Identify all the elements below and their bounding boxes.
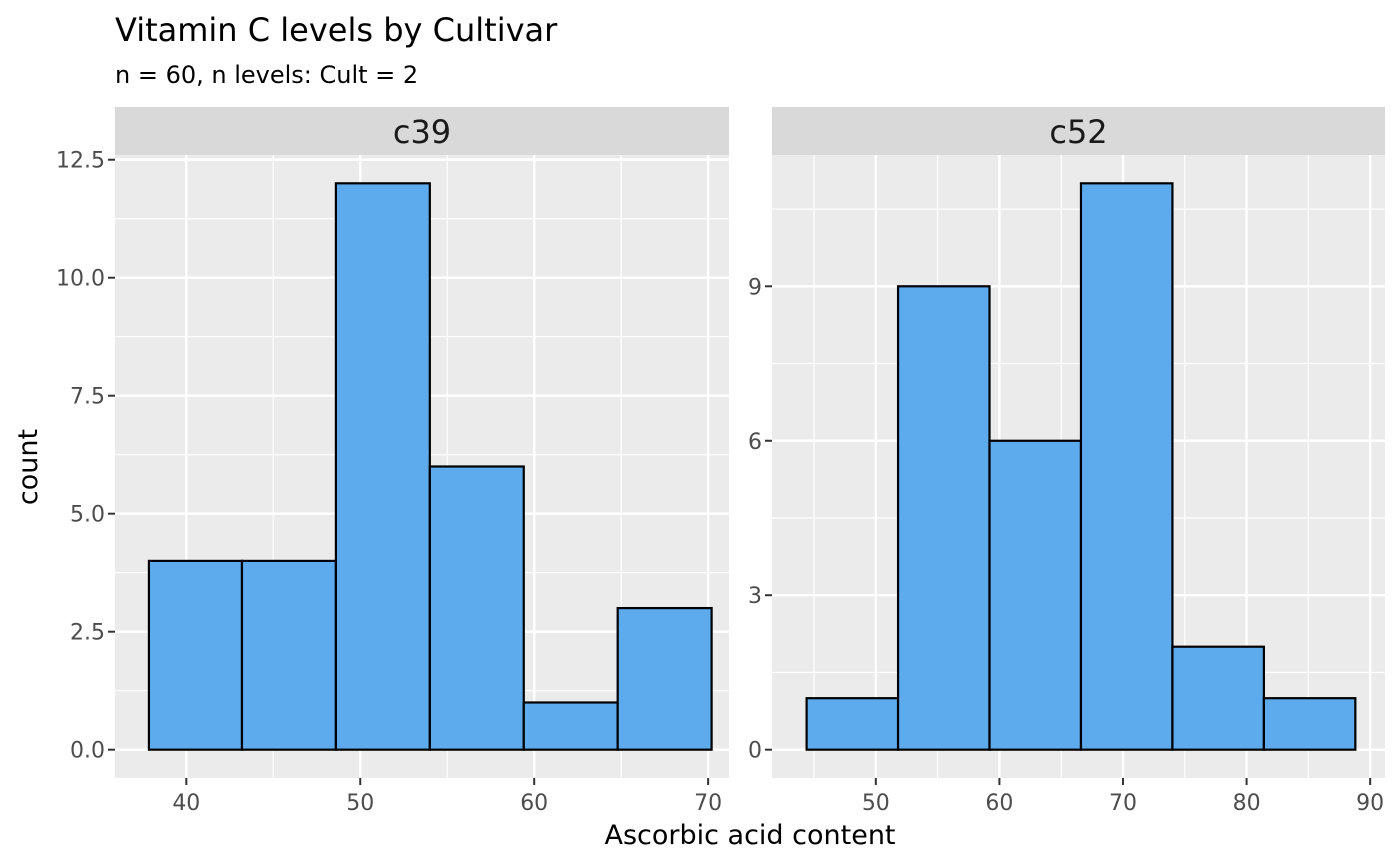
y-tick-label: 12.5: [56, 149, 105, 174]
histogram-bar: [988, 439, 1083, 751]
y-tick-label: 0: [748, 739, 762, 764]
y-tick-label: 9: [748, 275, 762, 300]
chart-subtitle: n = 60, n levels: Cult = 2: [115, 61, 418, 89]
histogram-bar: [240, 559, 338, 751]
y-tick-label: 3: [748, 584, 762, 609]
histogram-bar: [1262, 697, 1357, 751]
x-axis-title: Ascorbic acid content: [604, 820, 895, 851]
x-tick-label: 80: [1233, 791, 1261, 816]
y-tick-label: 2.5: [70, 621, 105, 646]
x-tick-label: 90: [1356, 791, 1384, 816]
x-tick-label: 40: [172, 791, 200, 816]
y-tick-label: 5.0: [70, 503, 105, 528]
histogram-bar: [616, 606, 713, 751]
facet-strip: [115, 107, 729, 155]
histogram-bar: [522, 701, 619, 751]
x-tick-label: 70: [694, 791, 722, 816]
histogram-bar: [1079, 182, 1174, 751]
histogram-bar: [428, 465, 525, 751]
y-axis-title: count: [13, 429, 44, 505]
facet-strip-label: c39: [393, 113, 451, 151]
x-tick-label: 60: [985, 791, 1013, 816]
facet-strip: [772, 107, 1385, 155]
histogram-bar: [334, 182, 431, 751]
histogram-bar: [805, 697, 900, 751]
histogram-bar: [896, 285, 991, 751]
facet-strip-label: c52: [1049, 113, 1107, 151]
histogram-bar: [1171, 645, 1265, 751]
y-tick-label: 0.0: [70, 739, 105, 764]
x-tick-label: 60: [520, 791, 548, 816]
y-tick-label: 10.0: [56, 267, 105, 292]
facet-panel-c52: c52 50 60 70 80 90 0 3 6 9: [748, 107, 1385, 816]
chart-title: Vitamin C levels by Cultivar: [115, 11, 558, 49]
x-tick-label: 70: [1109, 791, 1137, 816]
x-tick-label: 50: [346, 791, 374, 816]
y-tick-label: 7.5: [70, 385, 105, 410]
y-tick-label: 6: [748, 430, 762, 455]
x-tick-label: 50: [862, 791, 890, 816]
histogram-bar: [147, 559, 244, 751]
facet-panel-c39: c39 40 50 60 70 0.0 2.5 5.0 7.5 10.0 12.5: [56, 107, 729, 816]
